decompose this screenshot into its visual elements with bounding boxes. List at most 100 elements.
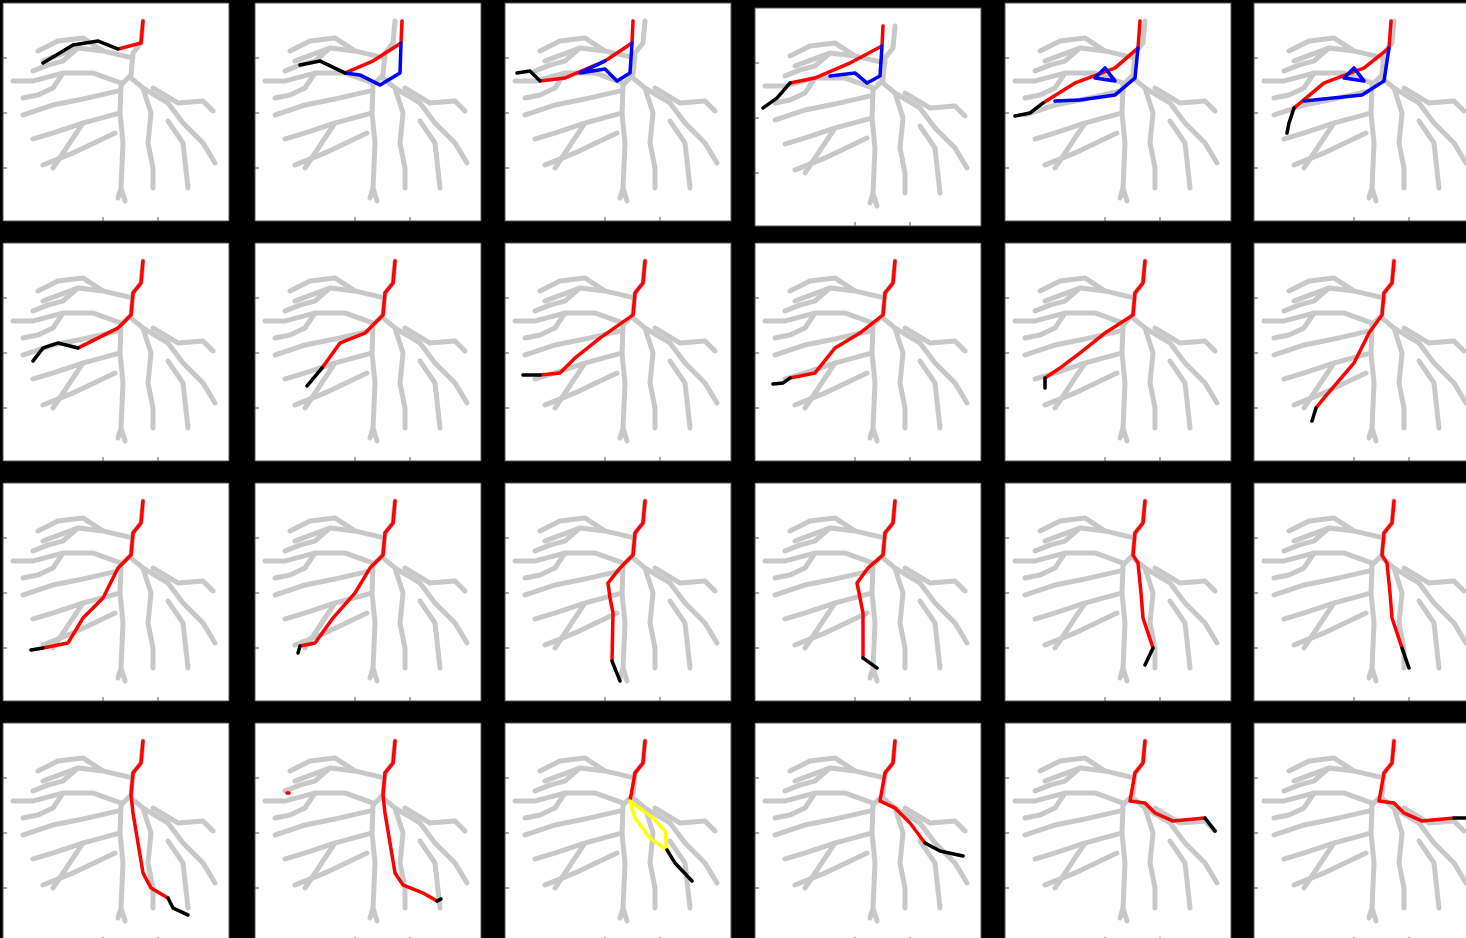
tree-branch <box>792 370 870 408</box>
tree-branch <box>1401 805 1466 834</box>
tree-branch <box>140 325 218 406</box>
tree-branch <box>1142 805 1220 886</box>
tree-branch <box>1142 325 1220 406</box>
panel <box>754 242 982 462</box>
path-highlight <box>788 259 897 380</box>
tree-branch <box>902 805 968 834</box>
tree-branch <box>1281 110 1374 142</box>
tree-branch <box>792 765 888 784</box>
tree-branch <box>40 765 136 784</box>
path-highlight <box>296 644 302 655</box>
tree-branch <box>1052 120 1088 171</box>
tree-branch <box>1366 425 1375 441</box>
tree-branch <box>1052 360 1088 411</box>
tree-branch <box>917 838 943 911</box>
panel <box>2 482 230 702</box>
tree-branch <box>617 425 626 441</box>
tree-branch <box>892 90 970 171</box>
tree-branch <box>1130 555 1158 671</box>
tree-branch <box>1037 35 1108 54</box>
tree-branch <box>50 120 86 171</box>
tree-branch <box>617 185 626 201</box>
tree-branch <box>292 610 370 648</box>
tree-branch <box>1281 765 1332 794</box>
tree-branch <box>1366 185 1375 201</box>
path-highlight <box>298 499 397 648</box>
tree-branch <box>1022 790 1068 821</box>
path-highlight <box>1131 499 1155 650</box>
tree-branch <box>630 795 658 911</box>
tree-branch <box>1391 85 1466 166</box>
tree-branch <box>542 45 638 64</box>
tree-branch <box>128 555 156 671</box>
tree-branch <box>128 315 156 431</box>
tree-branch <box>1291 610 1369 648</box>
tree-branch <box>1032 525 1083 554</box>
tree-branch <box>1117 425 1126 441</box>
panel <box>504 722 732 938</box>
tree-branch <box>367 905 376 921</box>
tree-branch <box>115 905 124 921</box>
path-highlight <box>1093 66 1117 83</box>
tree-branch <box>287 275 358 294</box>
tree-branch <box>1032 110 1125 142</box>
tree-branch <box>772 75 818 106</box>
tree-branch <box>20 790 66 821</box>
tree-branch <box>782 115 875 147</box>
tree-branch <box>1401 325 1466 354</box>
panel <box>754 482 982 702</box>
path-highlight <box>320 259 397 370</box>
tree-branch <box>642 565 720 646</box>
panel <box>254 482 482 702</box>
tree-branch <box>392 325 470 406</box>
tree-branch <box>292 765 388 784</box>
tree-branch <box>367 425 376 441</box>
tree-branch <box>50 360 86 411</box>
tree-branch <box>1271 328 1372 358</box>
tree-branch <box>380 315 408 431</box>
tree-branch <box>1042 285 1138 304</box>
tree-branch <box>537 275 608 294</box>
tree-branch <box>1366 905 1375 921</box>
tree-branch <box>1286 755 1357 774</box>
tree-branch <box>35 755 106 774</box>
tree-branch <box>522 88 623 118</box>
tree-branch <box>902 325 968 354</box>
tree-branch <box>1037 275 1108 294</box>
panel <box>254 2 482 222</box>
path-highlight <box>1285 106 1296 135</box>
panel <box>504 482 732 702</box>
tree-branch <box>1037 515 1108 534</box>
tree-branch <box>542 765 638 784</box>
path-highlight <box>166 896 190 917</box>
tree-branch <box>417 118 443 191</box>
path-highlight <box>538 259 647 377</box>
tree-branch <box>542 285 638 304</box>
tree-branch <box>522 70 568 101</box>
tree-branch <box>417 838 443 911</box>
tree-branch <box>1416 358 1442 431</box>
tree-branch <box>1037 755 1108 774</box>
tree-branch <box>782 590 875 622</box>
path-highlight <box>788 24 885 85</box>
tree-branch <box>40 370 118 408</box>
tree-branch <box>867 425 876 441</box>
tree-branch <box>1167 118 1193 191</box>
tree-branch <box>1366 665 1375 681</box>
path-highlight <box>41 499 145 650</box>
tree-branch <box>402 805 468 834</box>
tree-branch <box>1032 765 1083 794</box>
tree-branch <box>1117 185 1126 201</box>
path-highlight <box>31 341 80 363</box>
panel <box>2 722 230 938</box>
tree-branch <box>537 755 608 774</box>
tree-branch <box>532 525 583 554</box>
tree-branch <box>150 565 216 594</box>
tree-branch <box>1142 85 1220 166</box>
tree-branch <box>532 590 625 622</box>
tree-branch <box>630 315 658 431</box>
tree-branch <box>1042 765 1138 784</box>
tree-branch <box>532 45 583 74</box>
tree-branch <box>272 88 373 118</box>
tree-branch <box>392 85 470 166</box>
